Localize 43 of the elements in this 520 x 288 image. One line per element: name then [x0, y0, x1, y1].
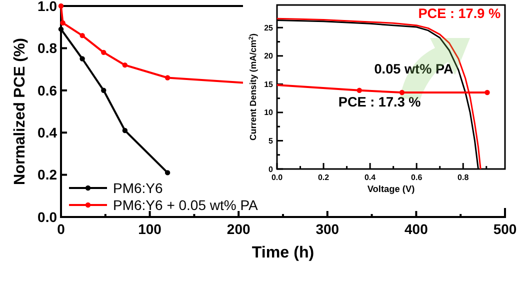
- x-tick-label: 0.2: [318, 173, 330, 182]
- x-tick-label: 0.8: [458, 173, 470, 182]
- point: [122, 128, 128, 134]
- x-tick-label: 0.6: [411, 173, 423, 182]
- text: 0.0: [38, 208, 57, 225]
- annotation: PCE : 17.3 %: [338, 94, 421, 110]
- point: [122, 62, 128, 68]
- y-tick-label: 0.8: [38, 40, 58, 56]
- x-tick-label: 0.4: [364, 173, 376, 182]
- y-tick-label: 20: [264, 52, 274, 61]
- y-tick-label: 0: [268, 164, 274, 174]
- x-tick-label: 400: [404, 221, 428, 237]
- x-tick-label: 200: [226, 221, 250, 237]
- point: [399, 90, 405, 96]
- x-axis-title: Voltage (V): [367, 184, 415, 194]
- point: [101, 50, 106, 56]
- y-axis-title: Normalized PCE (%): [12, 38, 29, 186]
- point: [60, 20, 66, 26]
- text: 0.0: [271, 173, 283, 182]
- annotation: 0.05 wt% PA: [374, 62, 454, 77]
- point: [164, 170, 170, 176]
- point: [101, 88, 106, 93]
- x-axis-title: Time (h): [252, 244, 314, 262]
- text: 1.0: [38, 0, 57, 14]
- annotation: PCE : 17.9 %: [418, 6, 501, 21]
- x-tick-label: 100: [138, 221, 162, 237]
- point: [80, 32, 85, 38]
- x-tick-label: 300: [316, 221, 340, 237]
- y-tick-label: 0.4: [38, 124, 58, 140]
- legend-label: PM6:Y6: [113, 180, 164, 196]
- y-tick-label: 25: [264, 23, 274, 32]
- y-tick-label: 5: [268, 136, 274, 146]
- legend-label: PM6:Y6 + 0.05 wt% PA: [113, 196, 259, 213]
- y-tick-label: 0.6: [38, 82, 58, 98]
- y-tick-label: 10: [264, 108, 274, 118]
- x-tick-label: 500: [493, 221, 517, 237]
- point: [58, 26, 64, 32]
- point: [80, 56, 85, 62]
- point: [58, 3, 64, 9]
- point: [356, 88, 362, 93]
- point: [164, 75, 170, 80]
- y-tick-label: 15: [264, 80, 274, 89]
- point: [484, 90, 490, 96]
